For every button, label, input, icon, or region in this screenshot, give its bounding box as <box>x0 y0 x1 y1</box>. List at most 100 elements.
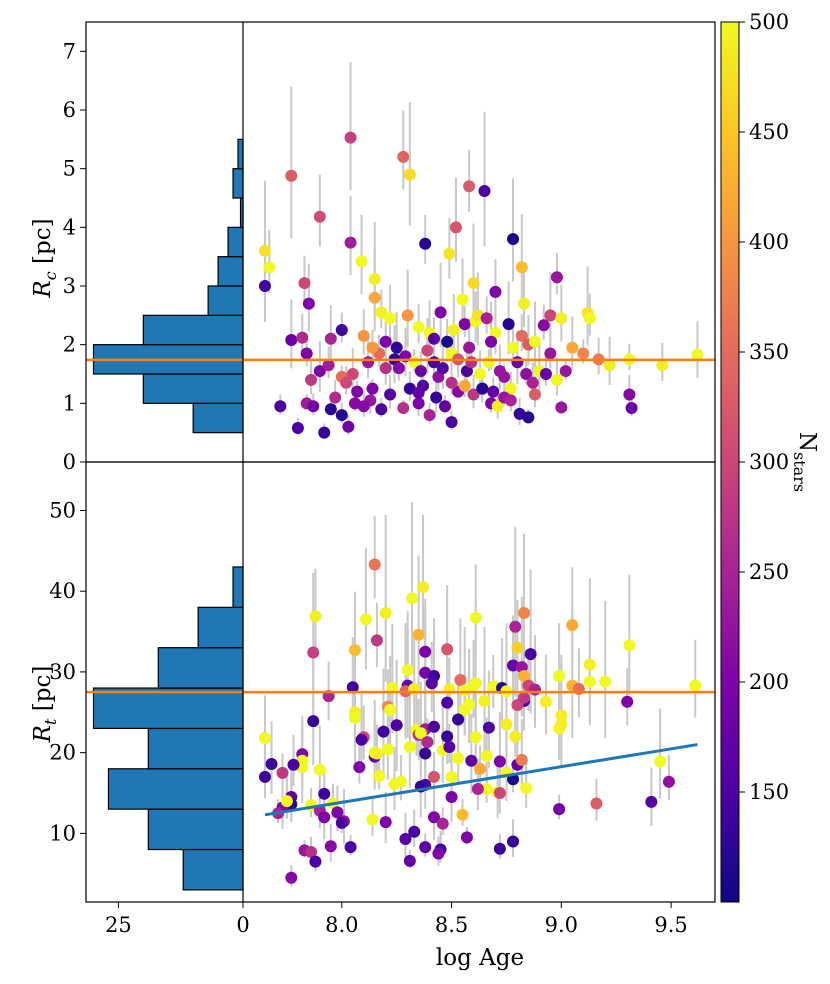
data-point <box>305 845 318 858</box>
data-point <box>421 344 434 357</box>
data-point <box>414 365 427 378</box>
data-point <box>599 675 612 688</box>
top-histogram <box>92 138 244 434</box>
data-point <box>359 613 372 626</box>
data-point <box>335 324 348 336</box>
data-point <box>623 639 636 652</box>
data-point <box>500 718 513 731</box>
data-point <box>346 681 359 694</box>
data-point <box>318 426 331 439</box>
data-point <box>452 752 465 765</box>
data-point <box>456 293 469 306</box>
data-point <box>507 835 520 848</box>
data-point <box>258 770 271 783</box>
data-point <box>401 309 414 322</box>
data-point <box>507 341 520 354</box>
bottom-ylabel: Rt [pc] <box>30 666 60 744</box>
data-point <box>491 400 504 413</box>
data-point <box>353 761 366 774</box>
data-point <box>348 711 361 724</box>
data-point <box>263 261 276 274</box>
data-point <box>384 312 397 325</box>
data-point <box>583 312 596 325</box>
y-tick-label: 7 <box>63 39 76 63</box>
data-point <box>379 816 392 829</box>
histogram-bar <box>147 808 244 851</box>
data-point <box>412 321 425 334</box>
histogram-bar <box>232 566 244 608</box>
bottom-xlabel: log Age <box>436 945 524 971</box>
data-point <box>520 782 533 795</box>
data-point <box>485 335 498 348</box>
data-point <box>502 318 515 331</box>
bottom-scatter <box>258 502 702 887</box>
bottom-fit-line <box>264 743 698 817</box>
data-point <box>419 747 432 760</box>
colorbar-tick-label: 300 <box>749 450 789 474</box>
data-point <box>276 766 289 779</box>
bottom-histogram <box>92 566 244 891</box>
data-point <box>384 703 397 716</box>
data-point <box>654 755 667 768</box>
data-point <box>550 271 563 284</box>
data-point <box>432 847 445 860</box>
data-point <box>625 402 638 415</box>
data-point <box>399 833 412 846</box>
data-point <box>298 277 311 290</box>
bottom-panel-frame <box>85 461 716 903</box>
y-tick-label: 0 <box>63 450 76 474</box>
colorbar-tick-label: 250 <box>749 560 789 584</box>
histogram-bar <box>217 256 244 287</box>
data-point <box>285 333 298 346</box>
data-point <box>474 762 487 775</box>
top-scatter <box>258 62 704 440</box>
colorbar: 150 200 250 300 350 400 450 500 Nstars <box>720 10 820 903</box>
data-point <box>467 277 480 290</box>
data-point <box>553 669 566 682</box>
data-point <box>493 842 506 855</box>
data-point <box>528 335 541 348</box>
data-point <box>518 669 531 682</box>
data-point <box>509 620 522 633</box>
data-point <box>645 795 658 808</box>
data-point <box>662 775 675 788</box>
data-point <box>524 648 537 661</box>
colorbar-tick-label: 450 <box>749 120 789 144</box>
colorbar-tick-label: 400 <box>749 230 789 254</box>
data-point <box>377 725 390 738</box>
data-point <box>555 401 568 414</box>
data-point <box>520 368 533 380</box>
data-point <box>307 646 320 659</box>
data-point <box>544 309 557 322</box>
hist-x-tick-label: 0 <box>236 913 249 937</box>
data-point <box>441 335 454 348</box>
bottom-xticks: 8.0 8.5 9.0 9.5 <box>325 902 688 937</box>
data-point <box>656 359 669 372</box>
data-point <box>357 329 370 342</box>
data-point <box>471 782 484 795</box>
y-tick-label: 3 <box>63 274 76 298</box>
data-point <box>504 382 517 395</box>
data-point <box>309 855 322 868</box>
data-point <box>379 362 392 375</box>
data-point <box>441 643 454 656</box>
data-point <box>342 420 355 433</box>
y-tick-label: 2 <box>63 333 76 357</box>
top-ylabel: Rc [pc] <box>30 218 60 298</box>
colorbar-tick-label: 350 <box>749 340 789 364</box>
data-point <box>482 356 495 369</box>
data-point <box>425 677 438 690</box>
data-point <box>528 388 541 401</box>
y-tick-label: 10 <box>49 821 76 845</box>
data-point <box>366 813 379 826</box>
y-tick-label: 5 <box>63 157 76 181</box>
data-point <box>458 318 471 331</box>
data-point <box>265 757 278 770</box>
data-point <box>518 606 531 619</box>
data-point <box>445 770 458 783</box>
data-point <box>555 709 568 722</box>
data-point <box>381 743 394 756</box>
data-point <box>511 641 524 654</box>
data-point <box>318 787 331 800</box>
data-point <box>355 733 368 746</box>
